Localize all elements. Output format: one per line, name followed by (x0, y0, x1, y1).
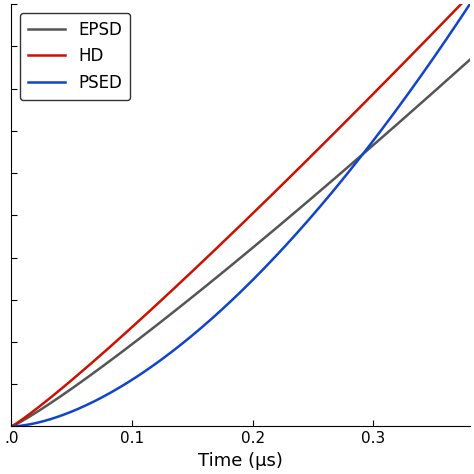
HD (229, 231, 235, 237)
Line: EPSD: EPSD (11, 60, 470, 427)
PSED (226, 300, 232, 306)
EPSD (456, 67, 462, 73)
HD (282, 180, 287, 185)
HD (456, 4, 462, 9)
EPSD (256, 239, 262, 245)
PSED (229, 297, 235, 303)
HD (256, 204, 262, 210)
PSED (384, 119, 390, 125)
EPSD (282, 219, 287, 224)
Line: PSED: PSED (11, 4, 470, 427)
HD (384, 77, 390, 82)
PSED (282, 244, 287, 250)
PSED (467, 1, 473, 7)
EPSD (467, 57, 473, 63)
X-axis label: Time (μs): Time (μs) (198, 452, 283, 470)
PSED (456, 18, 462, 24)
HD (226, 233, 232, 239)
HD (9, 424, 14, 429)
EPSD (226, 264, 232, 270)
EPSD (384, 130, 390, 136)
EPSD (229, 262, 235, 268)
PSED (9, 424, 14, 429)
Line: HD: HD (11, 0, 470, 427)
PSED (256, 270, 262, 276)
EPSD (9, 424, 14, 429)
Legend: EPSD, HD, PSED: EPSD, HD, PSED (20, 12, 130, 100)
